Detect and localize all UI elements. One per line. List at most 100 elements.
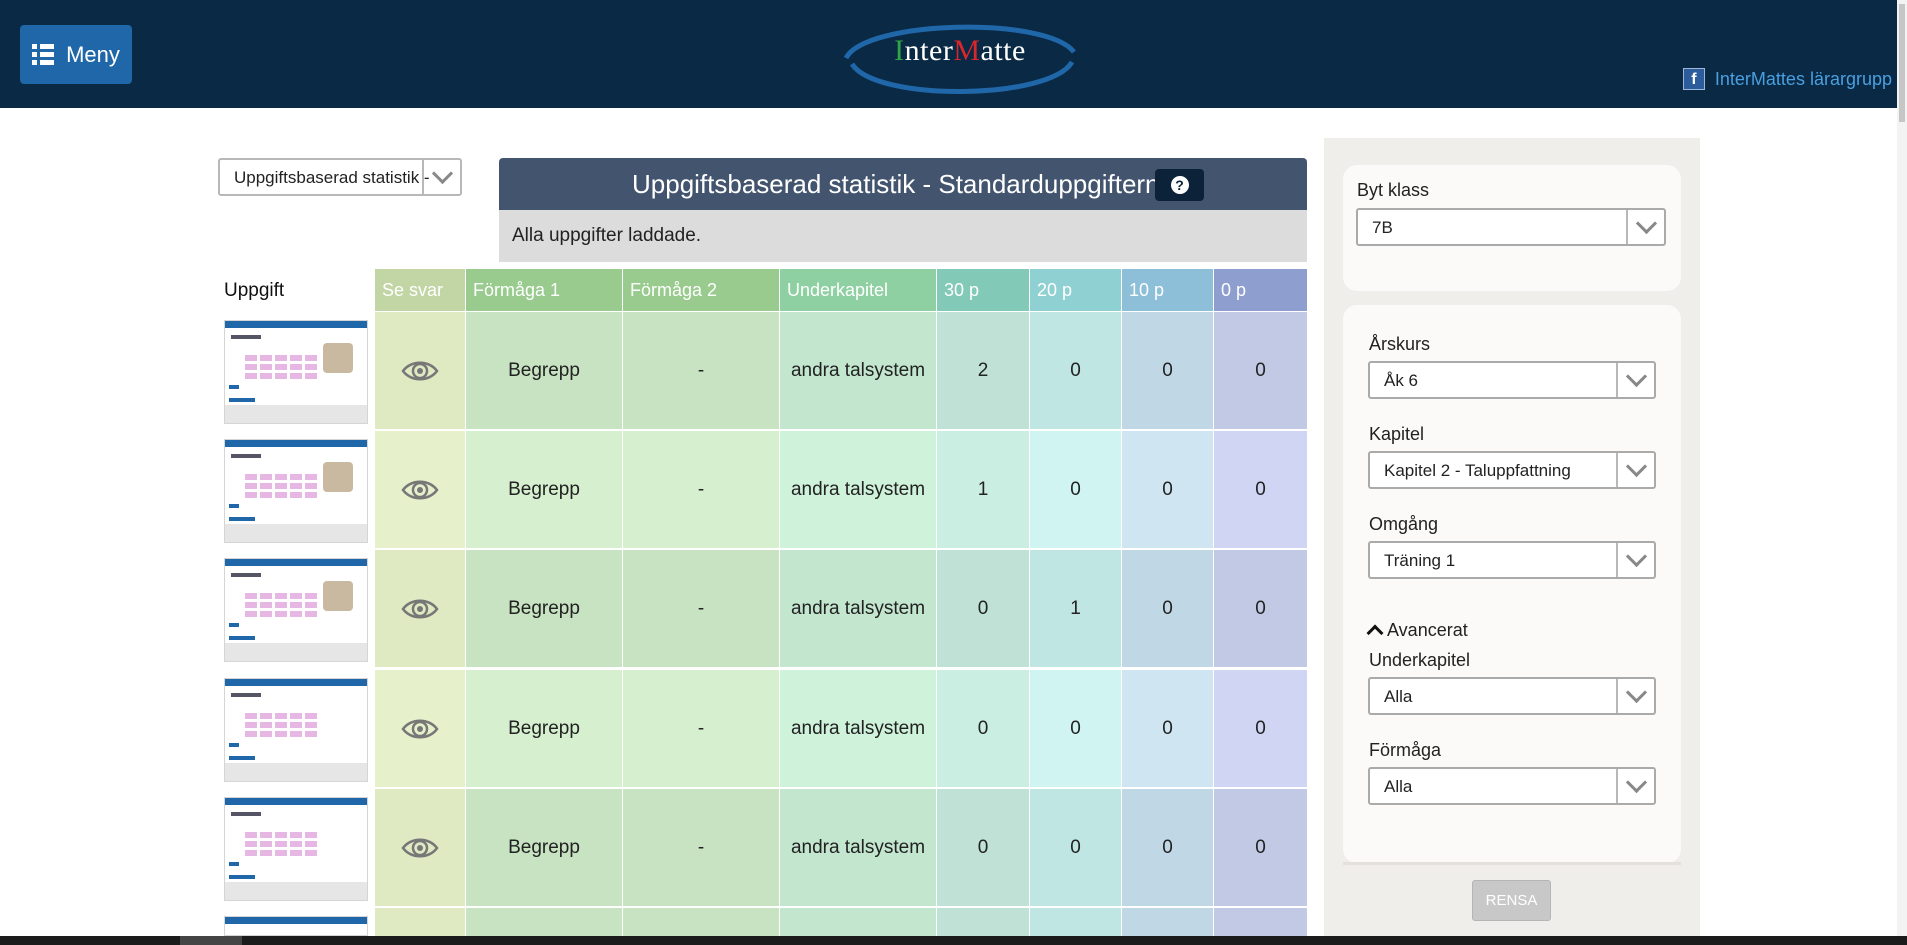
task-thumbnail[interactable] <box>224 916 368 936</box>
table-cell-p30: 0 <box>937 789 1029 906</box>
logo-text: InterMatte <box>894 34 1026 67</box>
chevron-down-icon[interactable] <box>1616 769 1654 803</box>
eye-icon[interactable] <box>401 835 439 861</box>
table-cell-underkapitel: andra talsystem <box>780 312 936 429</box>
task-thumbnail[interactable] <box>224 797 368 901</box>
table-cell-formaga1: Begrepp <box>466 431 622 548</box>
omgang-label: Omgång <box>1369 514 1439 534</box>
se-svar-cell[interactable] <box>375 670 465 787</box>
question-icon: ? <box>1170 176 1189 194</box>
table-cell-p20: 0 <box>1030 431 1121 548</box>
facebook-group-link[interactable]: f InterMattes lärargrupp <box>1682 68 1892 90</box>
statistics-type-value: Uppgiftsbaserad statistik - <box>234 168 430 187</box>
eye-icon[interactable] <box>401 358 439 384</box>
bottom-scrollbar[interactable] <box>0 936 1907 945</box>
formaga-label: Förmåga <box>1369 740 1442 760</box>
chevron-down-icon[interactable] <box>422 160 460 194</box>
column-header: 30 p <box>937 269 1029 311</box>
chevron-down-icon[interactable] <box>1616 363 1654 397</box>
omgang-select-value: Träning 1 <box>1384 551 1456 570</box>
table-cell-p10: 0 <box>1122 312 1213 429</box>
task-thumbnail[interactable] <box>224 439 368 543</box>
table-cell-formaga1: Begrepp <box>466 312 622 429</box>
table-cell-partial <box>1214 908 1307 936</box>
eye-icon[interactable] <box>401 716 439 742</box>
column-header: Förmåga 2 <box>623 269 779 311</box>
chevron-down-icon[interactable] <box>1616 453 1654 487</box>
underkapitel-select[interactable]: Alla <box>1368 677 1656 715</box>
table-cell-p0: 0 <box>1214 550 1307 667</box>
class-select[interactable]: 7B <box>1356 208 1666 246</box>
column-header: Se svar <box>375 269 465 311</box>
table-cell-formaga1: Begrepp <box>466 789 622 906</box>
chevron-down-icon[interactable] <box>1616 543 1654 577</box>
underkapitel-label: Underkapitel <box>1369 650 1471 670</box>
menu-button-label: Meny <box>66 41 120 67</box>
table-cell-p20: 0 <box>1030 789 1121 906</box>
top-navigation-bar: Meny InterMatte f InterMattes lärargrupp <box>0 0 1907 108</box>
table-cell-partial <box>375 908 465 936</box>
table-cell-partial <box>937 908 1029 936</box>
eye-icon[interactable] <box>401 477 439 503</box>
statistics-type-select[interactable]: Uppgiftsbaserad statistik - <box>218 158 462 196</box>
kapitel-select[interactable]: Kapitel 2 - Taluppfattning <box>1368 451 1656 489</box>
menu-button[interactable]: Meny <box>20 25 132 84</box>
vertical-scrollbar[interactable] <box>1897 0 1907 945</box>
eye-icon[interactable] <box>401 596 439 622</box>
uppgift-column-header: Uppgift <box>224 280 285 301</box>
table-cell-formaga2: - <box>623 312 779 429</box>
se-svar-cell[interactable] <box>375 431 465 548</box>
se-svar-cell[interactable] <box>375 789 465 906</box>
column-header: Underkapitel <box>780 269 936 311</box>
table-cell-formaga2: - <box>623 550 779 667</box>
table-cell-p30: 0 <box>937 550 1029 667</box>
table-cell-formaga1: Begrepp <box>466 550 622 667</box>
task-thumbnail[interactable] <box>224 320 368 424</box>
chevron-down-icon[interactable] <box>1616 679 1654 713</box>
table-cell-partial <box>623 908 779 936</box>
table-cell-underkapitel: andra talsystem <box>780 550 936 667</box>
table-cell-p10: 0 <box>1122 431 1213 548</box>
status-text: Alla uppgifter laddade. <box>512 225 702 246</box>
table-cell-underkapitel: andra talsystem <box>780 431 936 548</box>
facebook-link-label[interactable]: InterMattes lärargrupp <box>1714 68 1892 89</box>
table-cell-underkapitel: andra talsystem <box>780 789 936 906</box>
table-cell-p0: 0 <box>1214 312 1307 429</box>
facebook-icon: f <box>1682 68 1705 90</box>
formaga-select[interactable]: Alla <box>1368 767 1656 805</box>
logo-ellipse-icon <box>843 24 1076 94</box>
page-title-bar: Uppgiftsbaserad statistik - Standarduppg… <box>499 158 1307 210</box>
chevron-down-icon[interactable] <box>1626 210 1664 244</box>
divider <box>1343 862 1681 865</box>
omgang-select[interactable]: Träning 1 <box>1368 541 1656 579</box>
table-cell-p30: 0 <box>937 670 1029 787</box>
arskurs-label: Årskurs <box>1369 334 1431 354</box>
column-header: 20 p <box>1030 269 1121 311</box>
class-select-value: 7B <box>1372 218 1393 237</box>
rensa-button[interactable]: RENSA <box>1472 880 1551 921</box>
table-cell-partial <box>1030 908 1121 936</box>
avancerat-toggle[interactable]: Avancerat <box>1366 620 1468 642</box>
list-icon <box>32 44 55 65</box>
table-cell-p10: 0 <box>1122 670 1213 787</box>
table-cell-underkapitel: andra talsystem <box>780 670 936 787</box>
task-thumbnail[interactable] <box>224 678 368 782</box>
table-cell-p20: 0 <box>1030 312 1121 429</box>
table-cell-p0: 0 <box>1214 670 1307 787</box>
kapitel-select-value: Kapitel 2 - Taluppfattning <box>1384 461 1571 480</box>
column-header: 10 p <box>1122 269 1213 311</box>
intermatte-logo[interactable]: InterMatte <box>836 14 1084 98</box>
table-cell-p20: 1 <box>1030 550 1121 667</box>
arskurs-select[interactable]: Åk 6 <box>1368 361 1656 399</box>
table-cell-partial <box>780 908 936 936</box>
column-header: 0 p <box>1214 269 1307 311</box>
help-button[interactable]: ? <box>1155 169 1204 201</box>
table-cell-p10: 0 <box>1122 550 1213 667</box>
table-cell-formaga2: - <box>623 431 779 548</box>
table-cell-p0: 0 <box>1214 789 1307 906</box>
chevron-up-icon <box>1366 624 1384 642</box>
task-thumbnail[interactable] <box>224 558 368 662</box>
table-cell-p0: 0 <box>1214 431 1307 548</box>
se-svar-cell[interactable] <box>375 550 465 667</box>
se-svar-cell[interactable] <box>375 312 465 429</box>
